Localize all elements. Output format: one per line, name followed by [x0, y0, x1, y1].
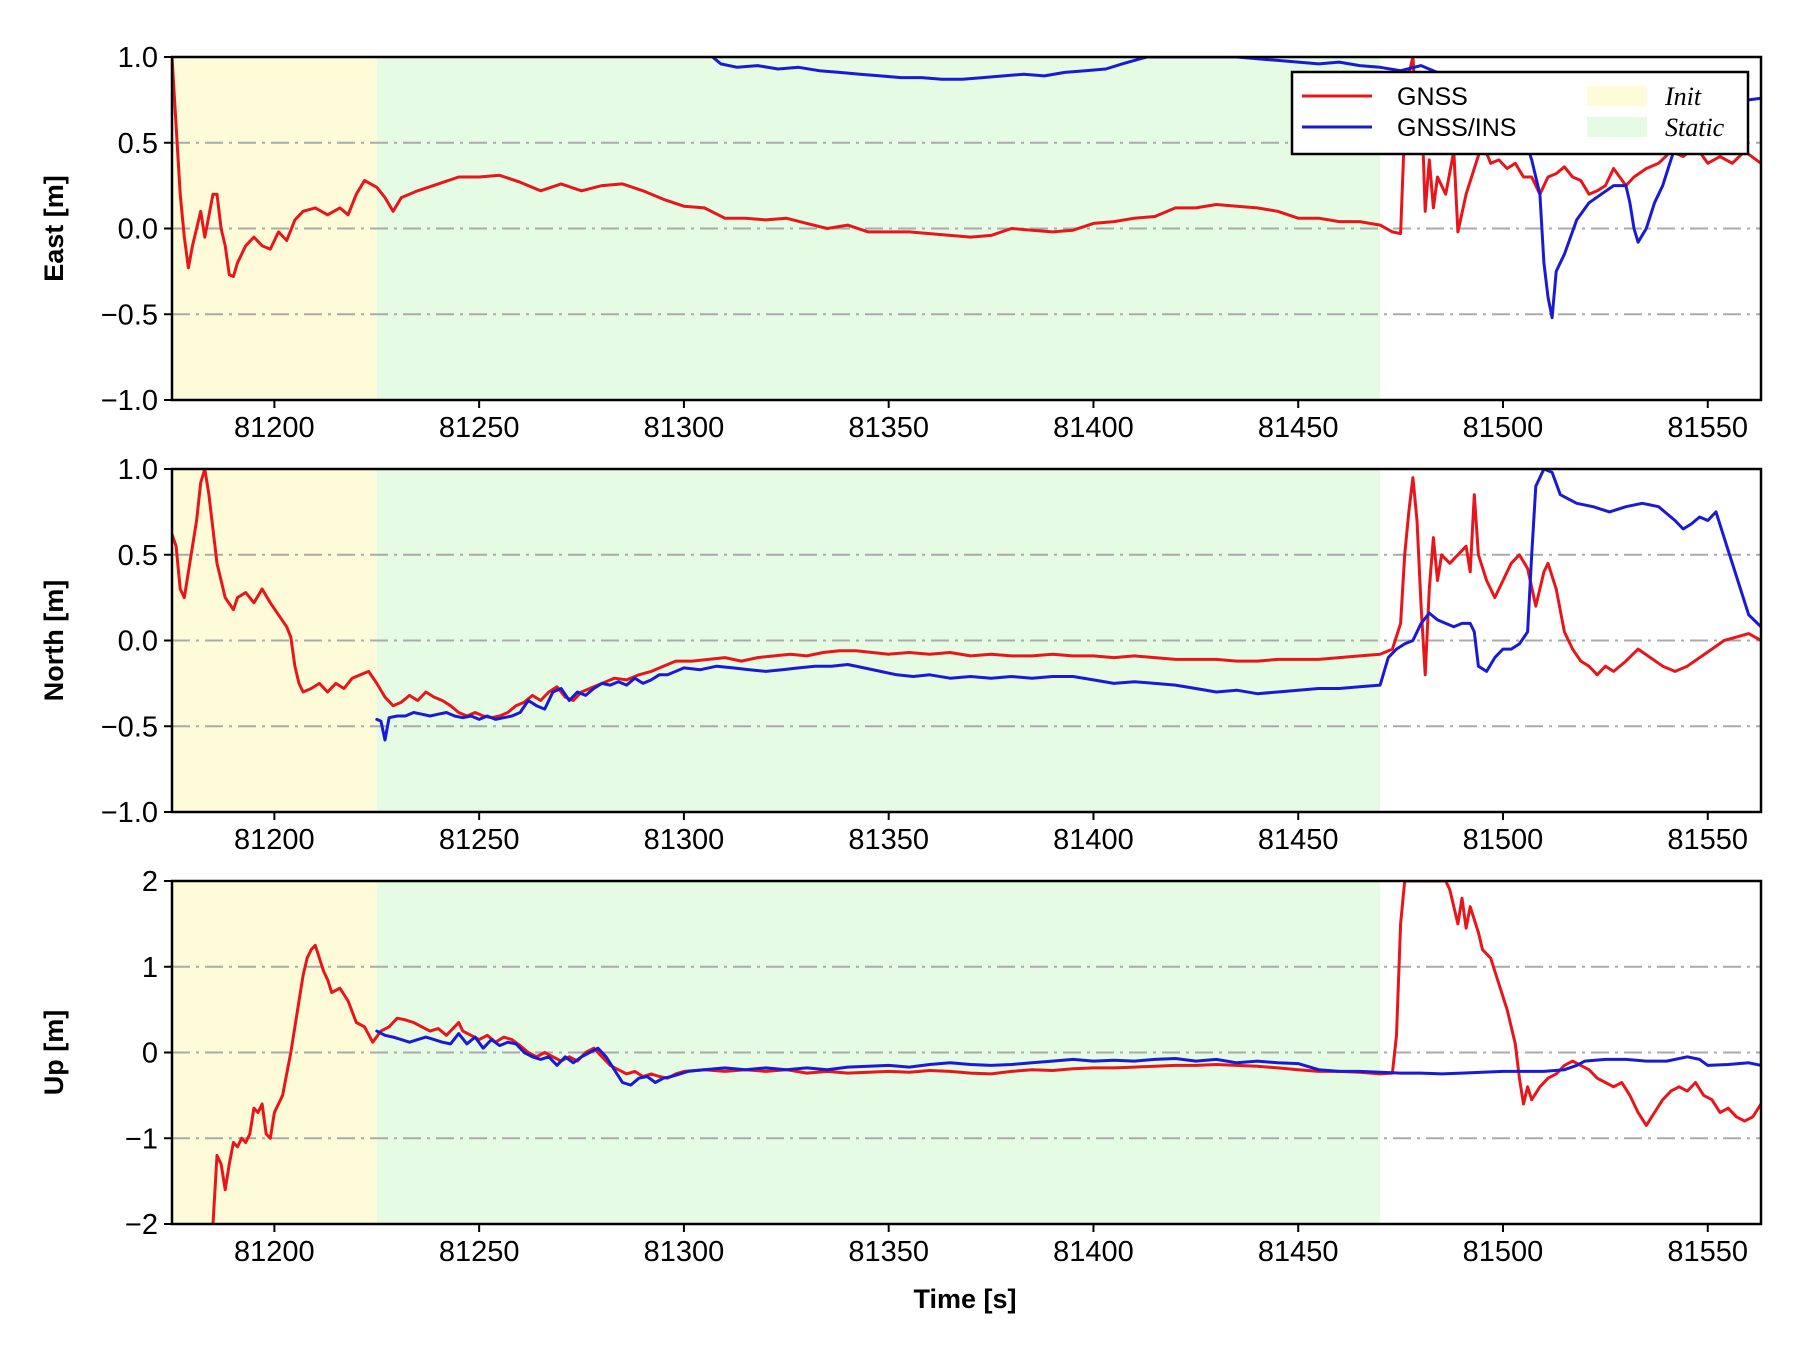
y-tick-label: 0.5	[118, 128, 158, 160]
y-tick-label: 0.0	[118, 214, 158, 246]
legend-patch-swatch	[1587, 117, 1647, 137]
x-tick-label: 81500	[1463, 1236, 1544, 1268]
y-axis-label: East [m]	[39, 175, 69, 282]
x-tick-label: 81300	[644, 412, 725, 444]
x-tick-label: 81450	[1258, 824, 1339, 856]
series-group	[172, 469, 1761, 742]
legend-label: GNSS	[1397, 83, 1468, 111]
y-tick-label: 1.0	[118, 42, 158, 74]
x-tick-label: 81550	[1667, 824, 1748, 856]
x-tick-label: 81400	[1053, 824, 1134, 856]
x-tick-label: 81550	[1667, 1236, 1748, 1268]
y-tick-label: 2	[142, 866, 158, 898]
x-tick-label: 81250	[439, 412, 520, 444]
x-tick-label: 81550	[1667, 412, 1748, 444]
y-tick-label: −1	[125, 1123, 158, 1155]
x-tick-label: 81300	[644, 824, 725, 856]
x-tick-label: 81500	[1463, 824, 1544, 856]
series-line-gnss	[211, 881, 1761, 1224]
y-tick-label: −0.5	[101, 299, 158, 331]
y-axis-label: North [m]	[39, 580, 69, 701]
legend-label: Init	[1664, 82, 1702, 111]
y-tick-label: 0	[142, 1038, 158, 1070]
x-tick-label: 81300	[644, 1236, 725, 1268]
series-line-gnss	[172, 469, 1761, 720]
x-tick-label: 81200	[234, 824, 315, 856]
series-line-gnss	[172, 57, 1761, 278]
x-tick-label: 81350	[848, 1236, 929, 1268]
x-axis-label: Time [s]	[913, 1284, 1016, 1314]
x-tick-label: 81450	[1258, 1236, 1339, 1268]
legend-label: GNSS/INS	[1397, 114, 1516, 142]
y-tick-label: −1.0	[101, 385, 158, 417]
x-tick-label: 81350	[848, 824, 929, 856]
series-group	[172, 57, 1761, 320]
x-tick-label: 81200	[234, 412, 315, 444]
legend-patch-swatch	[1587, 86, 1647, 106]
x-tick-label: 81400	[1053, 412, 1134, 444]
y-axis-label: Up [m]	[39, 1010, 69, 1095]
y-tick-label: 1	[142, 952, 158, 984]
x-tick-label: 81500	[1463, 412, 1544, 444]
x-tick-label: 81450	[1258, 412, 1339, 444]
legend-box	[1290, 70, 1750, 156]
x-tick-label: 81250	[439, 824, 520, 856]
panel-3: −2 −1 0 1 2 81200 81250 81300 81350 81400 81450 815…	[39, 866, 1763, 1268]
x-tick-label: 81400	[1053, 1236, 1134, 1268]
x-tick-label: 81350	[848, 412, 929, 444]
y-tick-label: 0.0	[118, 626, 158, 658]
y-tick-label: −0.5	[101, 711, 158, 743]
panel-2: −1.0 −0.5 0.0 0.5 1.0 81200 81250 81300 81350 814…	[39, 454, 1763, 856]
series-line-gnss-ins	[711, 57, 1761, 320]
y-tick-label: −2	[125, 1209, 158, 1241]
series-group	[211, 881, 1761, 1224]
y-tick-label: 0.5	[118, 540, 158, 572]
x-tick-label: 81250	[439, 1236, 520, 1268]
legend-label: Static	[1665, 113, 1725, 142]
series-line-gnss-ins	[375, 469, 1761, 742]
y-tick-label: −1.0	[101, 797, 158, 829]
y-tick-label: 1.0	[118, 454, 158, 486]
x-tick-label: 81200	[234, 1236, 315, 1268]
panel-1: −1.0 −0.5 0.0 0.5 1.0 81200 81250 81300 81350 814…	[39, 42, 1763, 444]
series-line-gnss-ins	[375, 1029, 1761, 1087]
